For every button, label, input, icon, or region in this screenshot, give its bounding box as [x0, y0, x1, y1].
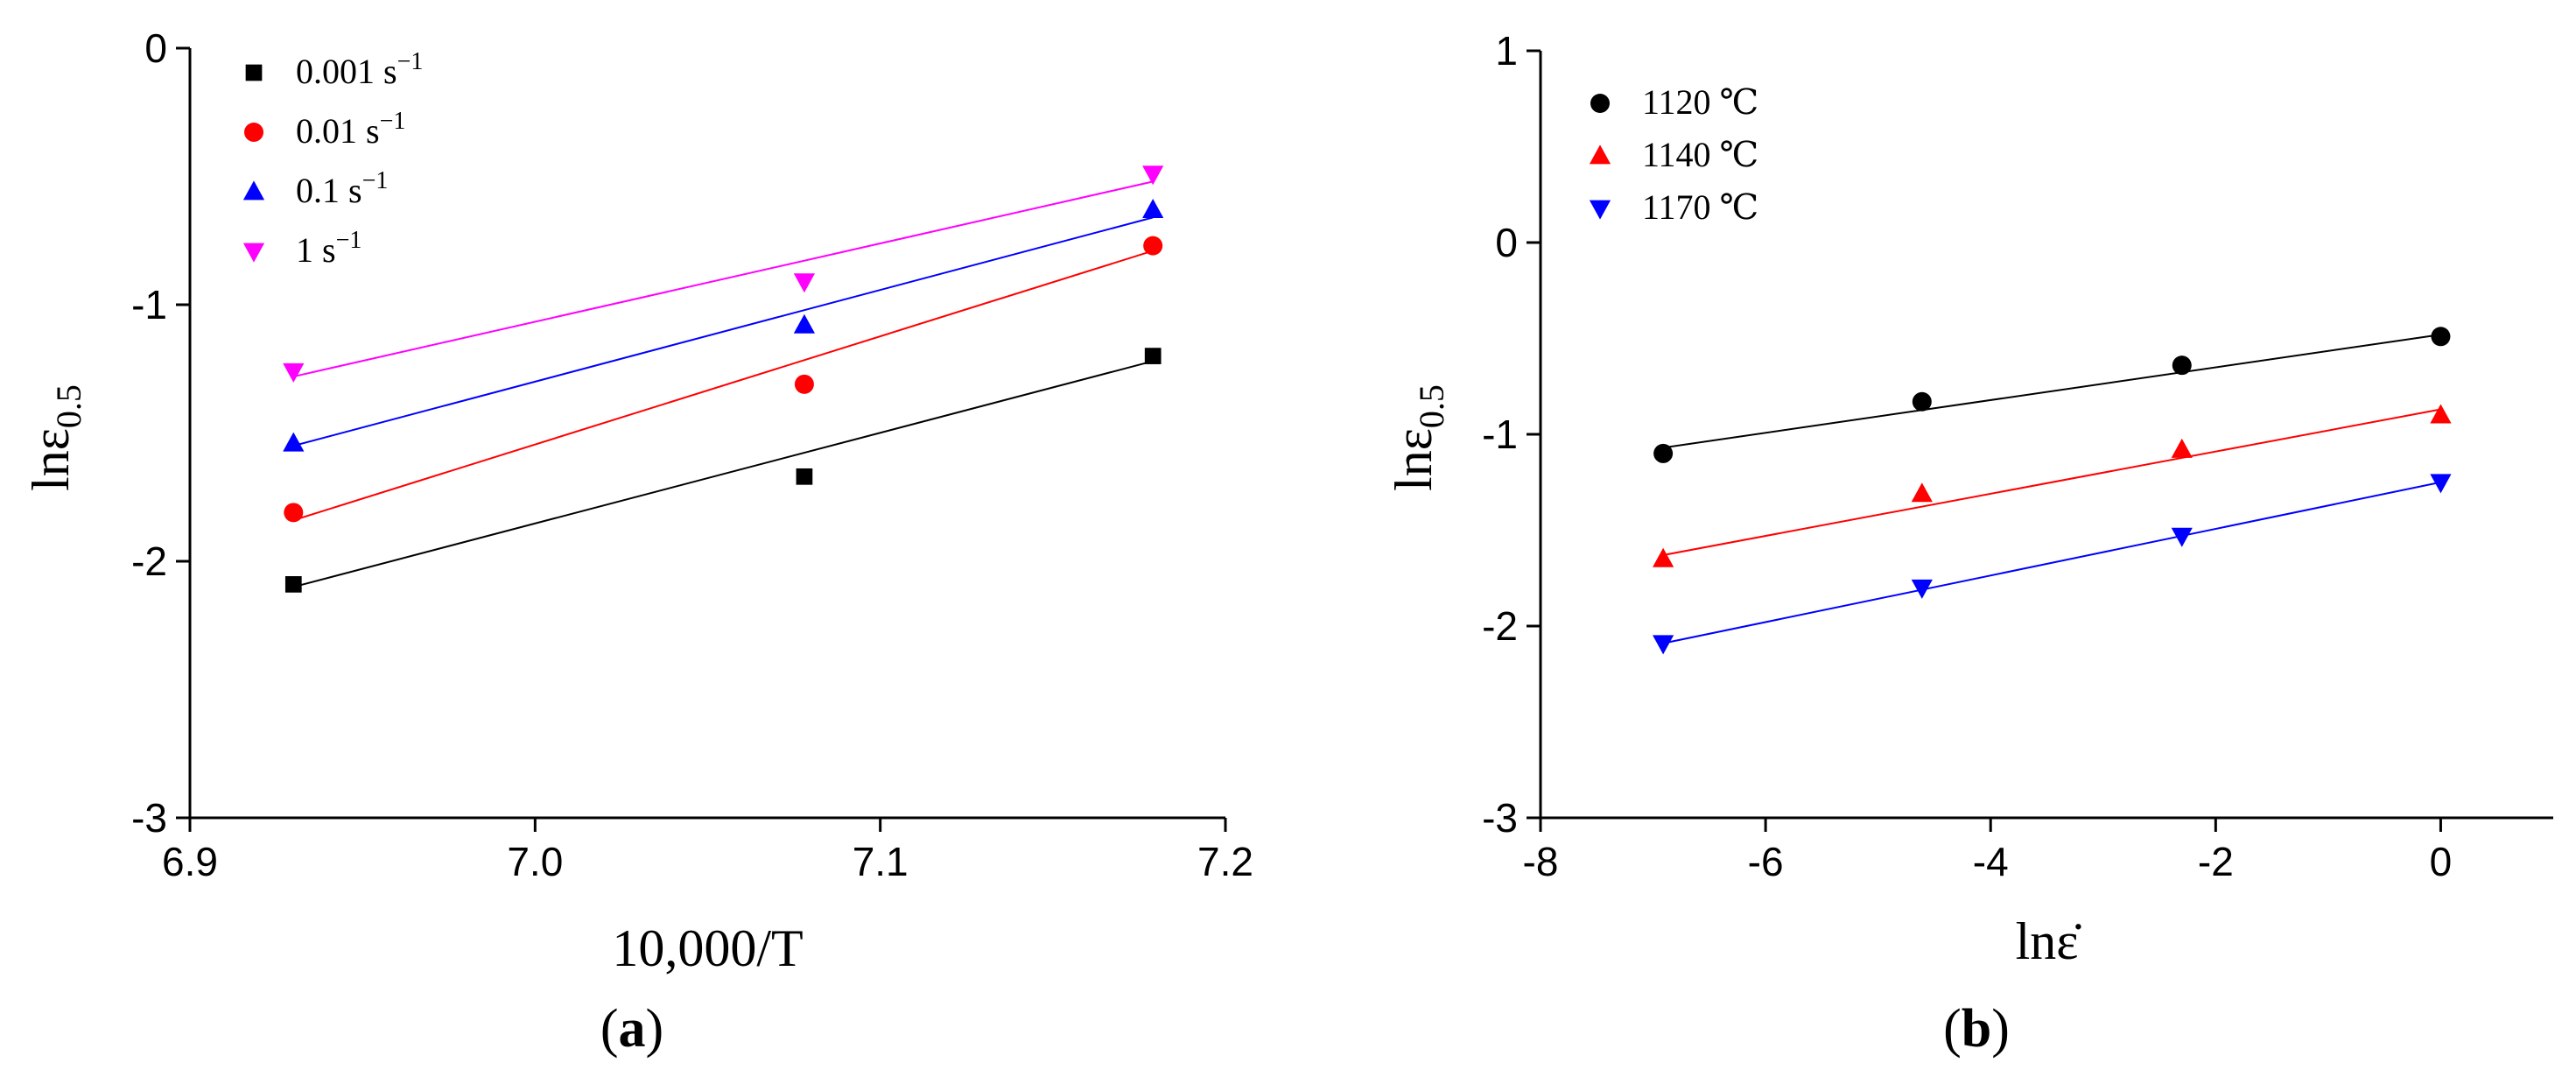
- fit-line-4: [293, 180, 1154, 378]
- legend-marker-3: [242, 180, 265, 201]
- chart-panel-b: -8 -6 -4 -2 0 1 0 -1 -2 -3 1120 ℃ 1140 ℃ 1170 ℃ lnε̇ l…: [1385, 28, 2553, 1059]
- legend-label-1: 0.001 s−1: [296, 48, 423, 91]
- x-tick-label: 7.1: [853, 839, 909, 884]
- data-point-series-3: [2171, 527, 2193, 547]
- y-tick-label: -1: [131, 282, 167, 327]
- data-point-series-2: [2430, 404, 2452, 424]
- fit-line-2: [293, 250, 1154, 522]
- x-axis-label: lnε̇: [2016, 912, 2082, 970]
- data-point-series-2: [1653, 547, 1674, 567]
- y-tick-label: 0: [144, 25, 167, 71]
- y-axis-label: lnε0.5: [1385, 384, 1451, 491]
- x-tick-label: -6: [1748, 839, 1784, 884]
- y-tick-label: -3: [1482, 795, 1518, 841]
- data-point-series-1: [284, 576, 302, 593]
- x-tick-label: -2: [2198, 839, 2234, 884]
- legend-label-2: 0.01 s−1: [296, 108, 405, 151]
- data-point-series-3: [1653, 635, 1674, 655]
- x-tick-label: -8: [1523, 839, 1559, 884]
- legend-marker-1: [245, 64, 263, 81]
- x-tick-label: 7.2: [1197, 839, 1253, 884]
- legend-label-3: 0.1 s−1: [296, 167, 388, 210]
- data-point-series-1: [796, 468, 813, 485]
- legend-label-1: 1120 ℃: [1642, 82, 1758, 122]
- y-tick-label: 1: [1495, 28, 1518, 74]
- fit-line-2: [1662, 408, 2441, 556]
- legend-marker-4: [242, 243, 265, 263]
- data-point-series-2: [1143, 236, 1163, 256]
- legend-marker-3: [1589, 200, 1611, 220]
- fit-line-3: [293, 216, 1154, 447]
- legend-label-4: 1 s−1: [296, 227, 361, 270]
- fit-line-1: [293, 360, 1154, 588]
- data-point-series-1: [1144, 348, 1162, 364]
- x-axis-label: 10,000/T: [612, 919, 803, 977]
- legend-marker-1: [1590, 94, 1610, 113]
- data-point-series-2: [1911, 482, 1933, 503]
- y-axis-label: lnε0.5: [22, 384, 88, 491]
- data-point-series-2: [284, 503, 304, 523]
- data-point-series-2: [794, 374, 814, 394]
- data-point-series-3: [2430, 474, 2452, 494]
- y-tick-label: -3: [131, 795, 167, 841]
- data-point-series-4: [793, 273, 816, 293]
- y-tick-label: -2: [1482, 603, 1518, 649]
- data-point-series-3: [1142, 198, 1164, 218]
- data-point-series-3: [1911, 579, 1933, 599]
- data-point-series-3: [793, 313, 816, 334]
- fit-line-1: [1662, 334, 2441, 449]
- x-tick-label: 7.0: [507, 839, 563, 884]
- fit-line-3: [1662, 481, 2441, 644]
- x-tick-label: 0: [2430, 839, 2453, 884]
- data-point-series-1: [2172, 355, 2192, 376]
- x-tick-label: 6.9: [162, 839, 218, 884]
- panel-caption-b: (b): [1943, 999, 2010, 1059]
- legend-marker-2: [1589, 144, 1611, 165]
- data-point-series-1: [1912, 391, 1932, 412]
- legend-label-2: 1140 ℃: [1642, 135, 1758, 174]
- data-point-series-1: [1653, 443, 1674, 463]
- chart-panel-a: 6.9 7.0 7.1 7.2 0 -1 -2 -3 0.001 s−1 0.01 s−1 0.1 …: [22, 25, 1253, 1059]
- y-tick-label: -1: [1482, 412, 1518, 457]
- data-point-series-2: [2171, 438, 2193, 458]
- data-point-series-4: [1142, 165, 1164, 186]
- y-tick-label: 0: [1495, 220, 1518, 265]
- data-point-series-1: [2431, 327, 2451, 347]
- panel-caption-a: (a): [600, 999, 663, 1059]
- data-point-series-3: [283, 432, 305, 452]
- data-point-series-4: [283, 363, 305, 383]
- x-tick-label: -4: [1973, 839, 2009, 884]
- legend-label-3: 1170 ℃: [1642, 187, 1758, 227]
- legend-marker-2: [244, 123, 263, 142]
- y-tick-label: -2: [131, 538, 167, 584]
